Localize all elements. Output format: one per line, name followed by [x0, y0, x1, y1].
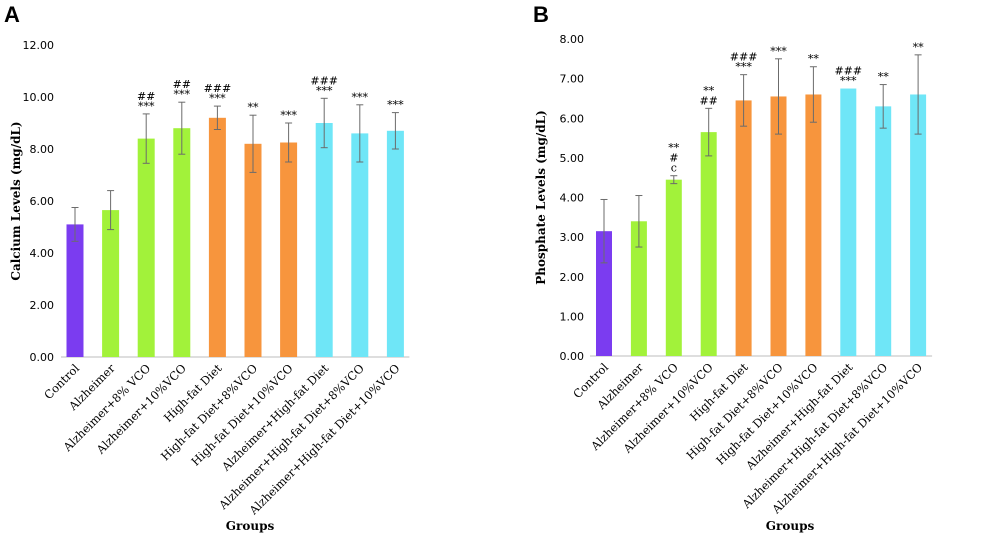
bar [244, 143, 262, 357]
chart-panel-b: B Phosphate Levels (mg/dL) 0.00 1.00 2.00 3.0… [533, 2, 933, 533]
y-tick-label: 10.00 [23, 91, 55, 104]
bar [102, 210, 120, 357]
y-tick-label: 4.00 [560, 192, 585, 205]
y-tick-label: 0.00 [560, 350, 585, 363]
significance-label: c [671, 162, 677, 175]
y-tick-label: 3.00 [560, 231, 585, 244]
significance-label: ## [699, 94, 717, 107]
bar [137, 138, 155, 357]
significance-label: # [669, 152, 678, 165]
y-axis-title: Calcium Levels (mg/dL) [9, 121, 23, 280]
bar [351, 133, 369, 357]
chart-panel-a: A Calcium Levels (mg/dL) 0.00 2.00 4.00 6.00 8… [4, 2, 410, 533]
bar [630, 221, 647, 356]
significance-label: *** [735, 61, 752, 74]
y-axis-title: Phosphate Levels (mg/dL) [534, 110, 548, 285]
significance-label: ** [668, 142, 680, 155]
significance-label: ### [204, 82, 232, 95]
significance-label: *** [316, 84, 333, 97]
bar [315, 123, 333, 357]
bar [596, 231, 612, 356]
significance-label: *** [209, 92, 226, 105]
significance-label: *** [138, 100, 155, 113]
y-tick-label: 12.00 [23, 39, 55, 52]
bar [840, 88, 857, 356]
bar [280, 142, 298, 357]
x-axis-title: Groups [226, 519, 275, 533]
significance-label: *** [352, 91, 369, 104]
significance-label: ** [248, 101, 260, 114]
bar [173, 128, 191, 357]
y-tick-label: 2.00 [30, 299, 55, 312]
significance-label: *** [387, 99, 404, 112]
bar [875, 106, 892, 356]
panel-letter: B [533, 2, 549, 27]
significance-label: ** [913, 41, 925, 54]
y-tick-label: 6.00 [30, 195, 55, 208]
x-axis-title: Groups [766, 519, 815, 533]
y-tick-label: 1.00 [560, 310, 585, 323]
significance-label: *** [840, 75, 857, 88]
y-tick-label: 8.00 [30, 143, 55, 156]
y-tick-label: 0.00 [30, 351, 55, 364]
bar [735, 100, 752, 356]
significance-label: *** [280, 109, 297, 122]
bar [805, 94, 822, 356]
bar [700, 132, 717, 356]
y-tick-label: 2.00 [560, 271, 585, 284]
significance-label: *** [770, 45, 787, 58]
significance-label: ** [878, 71, 890, 84]
significance-label: ** [703, 84, 715, 97]
significance-label: ### [730, 51, 758, 64]
bar [208, 117, 226, 357]
y-tick-label: 4.00 [30, 247, 55, 260]
significance-label: ## [137, 90, 155, 103]
y-tick-label: 8.00 [560, 33, 585, 46]
bar [66, 224, 84, 357]
bar [910, 94, 927, 356]
y-tick-label: 7.00 [560, 73, 585, 86]
bar [386, 130, 404, 357]
panel-letter: A [4, 2, 20, 27]
significance-label: ## [173, 78, 191, 91]
y-tick-label: 5.00 [560, 152, 585, 165]
bar [770, 96, 787, 357]
significance-label: ### [834, 65, 862, 78]
significance-label: ### [310, 74, 338, 87]
bar [665, 179, 682, 356]
significance-label: *** [174, 88, 191, 101]
significance-label: ** [808, 53, 820, 66]
y-tick-label: 6.00 [560, 112, 585, 125]
